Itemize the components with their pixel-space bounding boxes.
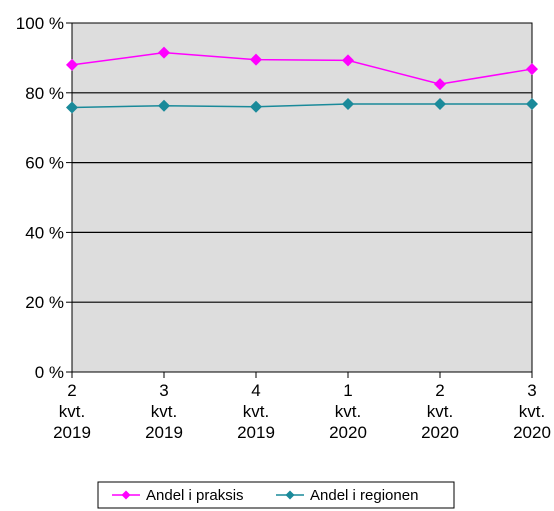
- series-line-0: [71, 51, 533, 85]
- y-tick-label: 0 %: [35, 363, 64, 382]
- data-point: [158, 99, 170, 112]
- data-point: [526, 97, 538, 110]
- y-tick-label: 80 %: [25, 84, 64, 103]
- x-tick-label: 4 kvt. 2019: [237, 381, 275, 442]
- data-point: [250, 53, 262, 66]
- data-point: [66, 101, 78, 114]
- data-point: [342, 97, 354, 110]
- plot-area: [71, 22, 533, 373]
- y-tick-label: 100 %: [16, 14, 64, 33]
- data-point: [158, 46, 170, 59]
- data-point: [66, 58, 78, 71]
- legend-label: Andel i regionen: [310, 487, 418, 504]
- data-point: [342, 54, 354, 67]
- x-tick-label: 3 kvt. 2020: [513, 381, 551, 442]
- series-layer: [66, 46, 538, 114]
- legend-label: Andel i praksis: [146, 487, 244, 504]
- y-tick-label: 40 %: [25, 223, 64, 242]
- x-tick-label: 3 kvt. 2019: [145, 381, 183, 442]
- data-point: [434, 78, 446, 91]
- x-axis: 2 kvt. 2019 3 kvt. 2019 4 kvt. 2019 1 kvt. 2020 2 kvt…: [53, 372, 551, 442]
- legend-marker: [285, 490, 295, 500]
- gridlines: [72, 92, 532, 303]
- legend: Andel i praksis Andel i regionen: [97, 481, 455, 509]
- data-point: [526, 63, 538, 76]
- y-tick-label: 60 %: [25, 154, 64, 173]
- y-tick-label: 20 %: [25, 293, 64, 312]
- data-point: [250, 100, 262, 113]
- legend-marker: [121, 490, 131, 500]
- series-line-1: [71, 103, 532, 109]
- x-tick-label: 1 kvt. 2020: [329, 381, 367, 442]
- y-axis: 0 % 20 % 40 % 60 % 80 % 100 %: [16, 14, 72, 382]
- x-tick-label: 2 kvt. 2020: [421, 381, 459, 442]
- x-tick-label: 2 kvt. 2019: [53, 381, 91, 442]
- data-point: [434, 97, 446, 110]
